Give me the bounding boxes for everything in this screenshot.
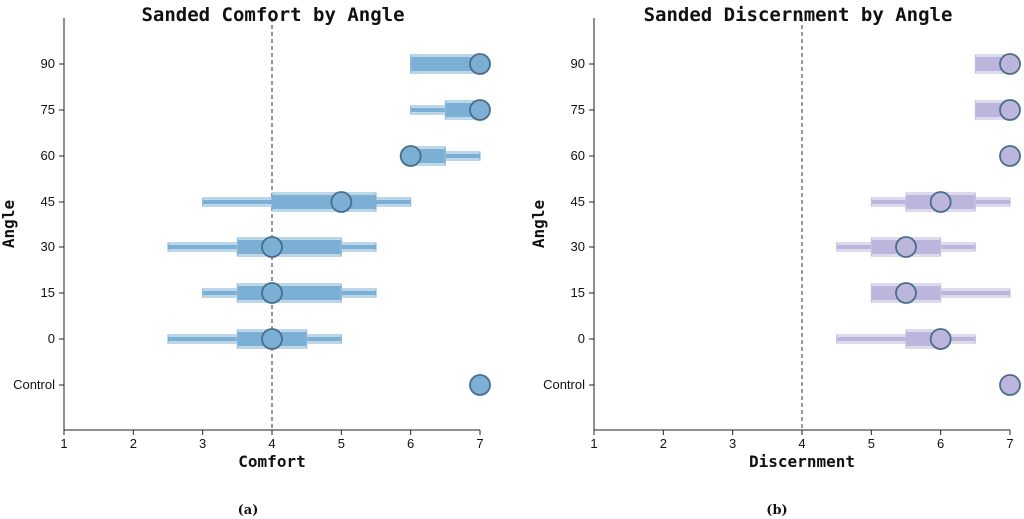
x-axis-label: Comfort xyxy=(238,452,305,471)
x-tick-label: 5 xyxy=(338,436,345,451)
y-tick-label: 0 xyxy=(578,331,585,346)
median-marker xyxy=(261,282,283,304)
median-marker xyxy=(469,53,491,75)
x-tick-label: 4 xyxy=(268,436,275,451)
median-marker xyxy=(261,328,283,350)
box-row-15 xyxy=(870,282,1011,304)
y-tick-label: 75 xyxy=(41,102,55,117)
box-row-45 xyxy=(202,191,412,213)
box-row-control xyxy=(999,374,1021,396)
panel-caption: (a) xyxy=(238,503,259,518)
iqr-outline xyxy=(236,237,342,257)
iqr-outline xyxy=(271,192,377,212)
box-row-90 xyxy=(410,53,491,75)
y-axis-label: Angle xyxy=(529,200,548,248)
x-tick-label: 3 xyxy=(729,436,736,451)
median-marker xyxy=(999,374,1021,396)
box-row-60 xyxy=(999,145,1021,167)
median-marker xyxy=(929,191,952,213)
box-row-75 xyxy=(410,99,491,121)
box-row-control xyxy=(469,374,491,396)
median-marker xyxy=(330,191,353,213)
panel-caption: (b) xyxy=(766,503,787,518)
iqr-box xyxy=(236,238,342,256)
y-tick-label: Control xyxy=(13,377,55,392)
x-tick-label: 3 xyxy=(199,436,206,451)
y-tick-label: 45 xyxy=(571,194,585,209)
iqr-box xyxy=(271,193,377,211)
y-tick-label: 60 xyxy=(41,148,55,163)
x-tick-label: 1 xyxy=(590,436,597,451)
box-row-15 xyxy=(202,282,377,304)
box-row-30 xyxy=(167,236,377,258)
median-marker xyxy=(469,99,491,121)
y-tick-label: 15 xyxy=(41,285,55,300)
y-tick-label: 15 xyxy=(571,285,585,300)
iqr-outline xyxy=(236,283,342,303)
y-tick-label: 30 xyxy=(571,239,585,254)
x-tick-label: 2 xyxy=(660,436,667,451)
box-row-0 xyxy=(836,328,976,350)
y-tick-label: 30 xyxy=(41,239,55,254)
y-axis-label: Angle xyxy=(0,200,18,248)
y-tick-label: 0 xyxy=(48,331,55,346)
x-tick-label: 7 xyxy=(476,436,483,451)
y-tick-label: Control xyxy=(543,377,585,392)
median-marker xyxy=(999,145,1021,167)
median-marker xyxy=(895,282,917,304)
median-marker xyxy=(999,99,1021,121)
x-axis-label: Discernment xyxy=(749,452,855,471)
y-tick-label: 90 xyxy=(571,56,585,71)
x-tick-label: 1 xyxy=(60,436,67,451)
x-tick-label: 5 xyxy=(868,436,875,451)
median-marker xyxy=(929,328,952,350)
box-row-0 xyxy=(167,328,342,350)
y-tick-label: 90 xyxy=(41,56,55,71)
median-marker xyxy=(469,374,491,396)
median-marker xyxy=(895,236,917,258)
box-row-45 xyxy=(870,191,1011,213)
chart-title: Sanded Comfort by Angle xyxy=(141,4,404,26)
box-row-75 xyxy=(974,99,1021,121)
x-tick-label: 6 xyxy=(407,436,414,451)
median-marker xyxy=(399,145,422,167)
iqr-box xyxy=(236,284,342,302)
box-row-30 xyxy=(836,236,976,258)
x-tick-label: 7 xyxy=(1006,436,1013,451)
chart-title: Sanded Discernment by Angle xyxy=(644,4,953,26)
y-tick-label: 60 xyxy=(571,148,585,163)
median-marker xyxy=(999,53,1021,75)
box-row-90 xyxy=(974,53,1021,75)
x-tick-label: 6 xyxy=(937,436,944,451)
y-tick-label: 45 xyxy=(41,194,55,209)
x-tick-label: 4 xyxy=(798,436,805,451)
y-tick-label: 75 xyxy=(571,102,585,117)
x-tick-label: 2 xyxy=(130,436,137,451)
box-row-60 xyxy=(399,145,481,167)
median-marker xyxy=(261,236,283,258)
